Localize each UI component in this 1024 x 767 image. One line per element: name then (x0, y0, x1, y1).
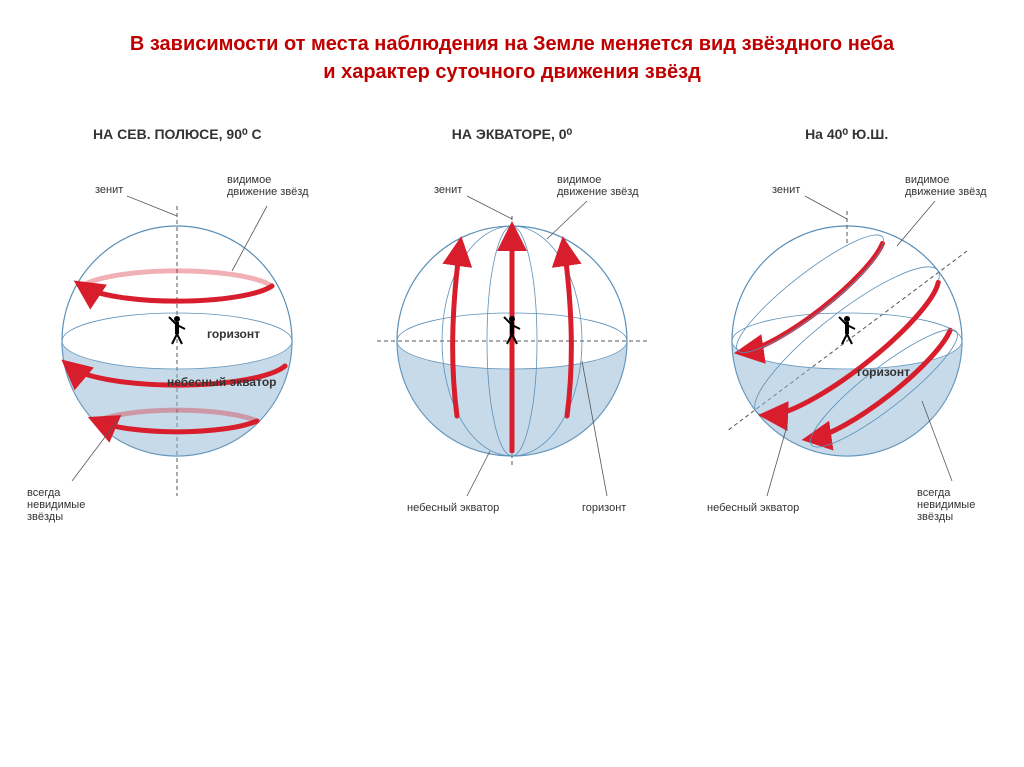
lbl-equator: небесный экватор (167, 375, 276, 389)
lbl-motion: видимое движение звёзд (227, 174, 309, 198)
title-line-1: В зависимости от места наблюдения на Зем… (130, 33, 894, 55)
sphere-equator: НА ЭКВАТОРЕ, 0⁰ (352, 126, 672, 546)
sphere-south-title: На 40⁰ Ю.Ш. (687, 126, 1007, 143)
sphere-south: На 40⁰ Ю.Ш. (687, 126, 1007, 546)
sphere-pole-title: НА СЕВ. ПОЛЮСЕ, 90⁰ С (17, 126, 337, 143)
lbl-zenith: зенит (434, 184, 462, 196)
lbl-horizon: горизонт (582, 502, 626, 514)
sphere-equator-svg: зенит видимое движение звёзд небесный эк… (352, 151, 672, 551)
lbl-horizon: горизонт (207, 327, 260, 341)
sphere-south-svg: горизонт зенит видимое движение звёзд не… (687, 151, 1007, 551)
observer-icon (839, 316, 855, 344)
lbl-equator: небесный экватор (707, 502, 799, 514)
lbl-motion: видимое движение звёзд (557, 174, 639, 198)
main-title: В зависимости от места наблюдения на Зем… (0, 0, 1024, 96)
arrow-up1 (743, 243, 890, 362)
lbl-invisible: всегда невидимые звёзды (27, 487, 88, 523)
lbl-motion: видимое движение звёзд (905, 174, 987, 198)
lbl-invisible: всегда невидимые звёзды (917, 487, 978, 523)
lower-fill (62, 341, 292, 456)
sphere-pole: НА СЕВ. ПОЛЮСЕ, 90⁰ С (17, 126, 337, 546)
lbl-horizon: горизонт (857, 365, 910, 379)
lbl-zenith: зенит (95, 184, 123, 196)
sphere-pole-svg: зенит видимое движение звёзд горизонт не… (17, 151, 337, 551)
circle-up (725, 221, 895, 366)
lbl-zenith: зенит (772, 184, 800, 196)
lbl-equator: небесный экватор (407, 502, 499, 514)
sphere-equator-title: НА ЭКВАТОРЕ, 0⁰ (352, 126, 672, 143)
title-line-2: и характер суточного движения звёзд (323, 61, 701, 83)
diagram-row: НА СЕВ. ПОЛЮСЕ, 90⁰ С (0, 96, 1024, 556)
